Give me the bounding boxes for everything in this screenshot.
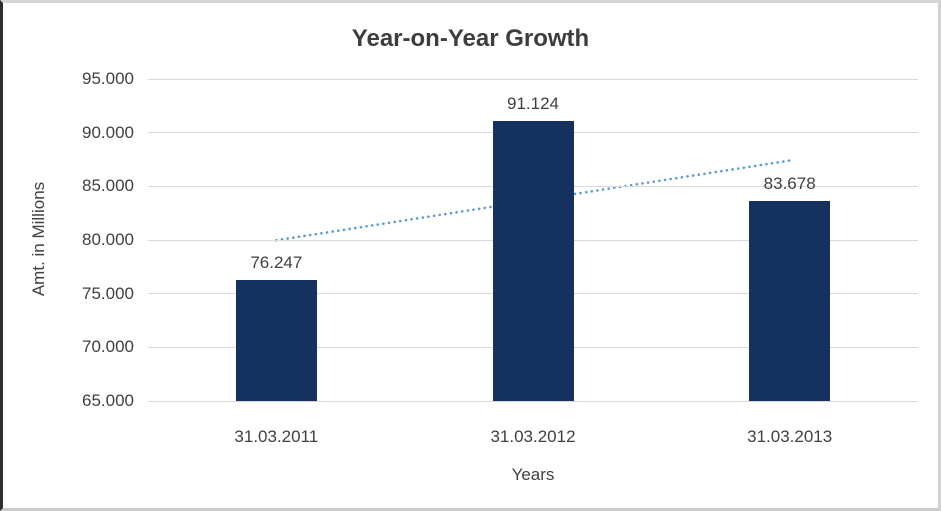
y-axis-tick-label: 70.000 xyxy=(82,337,134,357)
gridline xyxy=(148,400,918,402)
bar xyxy=(235,280,317,401)
x-axis-title: Years xyxy=(511,465,555,484)
bar-value-label: 76.247 xyxy=(250,253,303,273)
bar xyxy=(492,120,574,401)
y-axis-tick-label: 90.000 xyxy=(82,122,134,142)
chart-title: Year-on-Year Growth xyxy=(351,25,590,52)
gridline xyxy=(148,78,918,80)
x-axis-tick-label: 31.03.2012 xyxy=(490,427,576,446)
trendline-path xyxy=(275,159,791,242)
y-axis-tick-label: 75.000 xyxy=(82,283,134,303)
y-axis-tick-label: 85.000 xyxy=(82,176,134,196)
bar-value-label: 91.124 xyxy=(507,93,559,113)
trendline xyxy=(275,159,791,242)
y-axis-tick-label: 80.000 xyxy=(82,230,134,249)
y-axis-tick-label: 65.000 xyxy=(82,391,134,410)
plot-area: 76.247 91.124 83.678 xyxy=(148,78,918,402)
y-axis-tick-label: 95.000 xyxy=(82,69,134,88)
bar xyxy=(749,200,831,401)
x-axis-tick-label: 31.03.2013 xyxy=(747,427,833,446)
bar-value-label: 83.678 xyxy=(763,173,816,193)
x-axis-tick-label: 31.03.2011 xyxy=(234,427,319,446)
